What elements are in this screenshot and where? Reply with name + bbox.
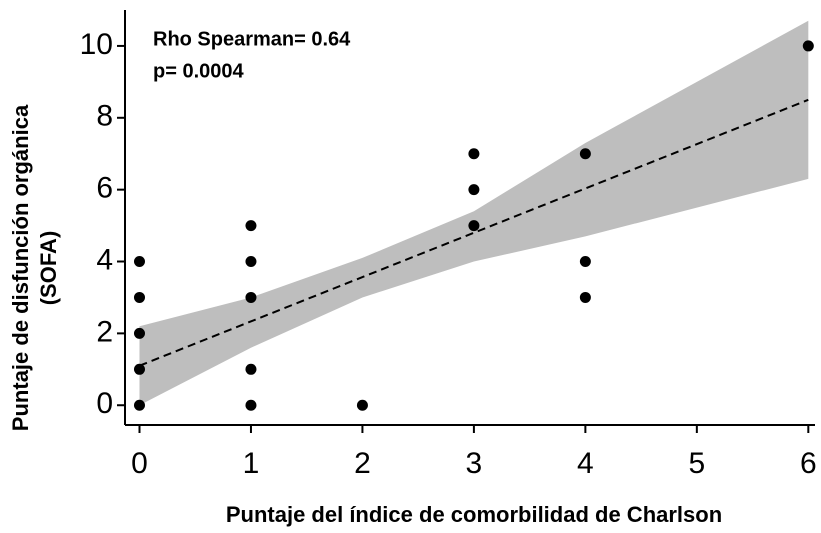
point bbox=[245, 399, 257, 411]
x-tick-label: 5 bbox=[688, 447, 705, 480]
annotation: p= 0.0004 bbox=[153, 60, 245, 82]
point bbox=[468, 148, 480, 160]
point bbox=[579, 148, 591, 160]
point bbox=[579, 256, 591, 268]
point bbox=[245, 220, 257, 232]
point bbox=[245, 291, 257, 303]
point bbox=[468, 184, 480, 196]
point bbox=[245, 363, 257, 375]
y-tick-label: 10 bbox=[80, 28, 113, 61]
point bbox=[468, 220, 480, 232]
y-tick-label: 8 bbox=[96, 100, 113, 133]
y-tick-label: 2 bbox=[96, 315, 113, 348]
x-axis-label: Puntaje del índice de comorbilidad de Ch… bbox=[226, 502, 722, 527]
x-tick-label: 4 bbox=[577, 447, 594, 480]
x-tick-label: 0 bbox=[131, 447, 148, 480]
y-axis-label: Puntaje de disfunción orgánica bbox=[8, 104, 33, 431]
y-tick-label: 6 bbox=[96, 172, 113, 205]
x-tick-label: 3 bbox=[466, 447, 483, 480]
point bbox=[245, 256, 257, 268]
point bbox=[133, 291, 145, 303]
point bbox=[133, 256, 145, 268]
point bbox=[133, 399, 145, 411]
point bbox=[133, 363, 145, 375]
point bbox=[356, 399, 368, 411]
x-tick-label: 6 bbox=[800, 447, 817, 480]
point bbox=[579, 291, 591, 303]
confidence-band bbox=[139, 20, 809, 406]
y-axis-label: (SOFA) bbox=[36, 231, 61, 306]
y-tick-label: 4 bbox=[96, 243, 113, 276]
fit-line bbox=[139, 98, 809, 367]
x-tick-label: 1 bbox=[243, 447, 260, 480]
annotation: Rho Spearman= 0.64 bbox=[153, 28, 351, 50]
y-tick-label: 0 bbox=[96, 387, 113, 420]
x-tick-label: 2 bbox=[354, 447, 371, 480]
point bbox=[133, 327, 145, 339]
point bbox=[802, 40, 814, 52]
